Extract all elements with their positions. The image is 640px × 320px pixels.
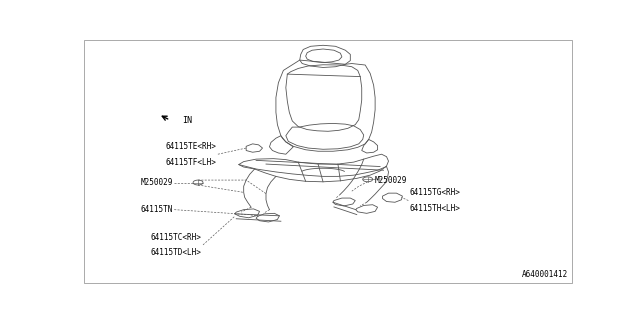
Text: 64115TN: 64115TN — [141, 205, 173, 214]
Text: M250029: M250029 — [141, 178, 173, 187]
Text: 64115TH<LH>: 64115TH<LH> — [410, 204, 461, 213]
Text: 64115TE<RH>: 64115TE<RH> — [166, 141, 216, 150]
Text: 64115TF<LH>: 64115TF<LH> — [166, 158, 216, 167]
Text: 64115TG<RH>: 64115TG<RH> — [410, 188, 461, 197]
Text: M250029: M250029 — [375, 176, 408, 185]
Text: 64115TD<LH>: 64115TD<LH> — [150, 248, 202, 257]
Text: A640001412: A640001412 — [522, 270, 568, 279]
Text: IN: IN — [182, 116, 192, 125]
Text: 64115TC<RH>: 64115TC<RH> — [150, 233, 202, 242]
